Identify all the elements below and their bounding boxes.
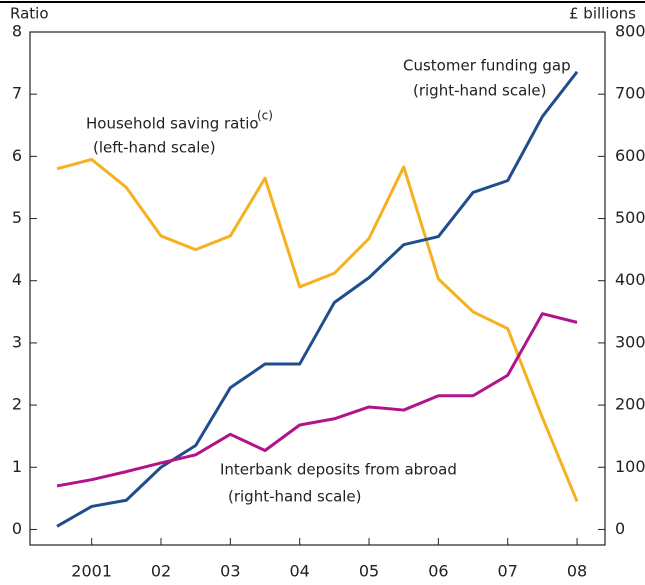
y-tick-label: 3 [12, 332, 22, 351]
x-tick-label: 05 [359, 562, 379, 581]
x-tick-label: 08 [567, 562, 587, 581]
y2-tick-label: 200 [615, 395, 645, 414]
y-tick-label: 0 [12, 519, 22, 538]
series-label: Household saving ratio [86, 115, 259, 133]
y-tick-label: 5 [12, 208, 22, 227]
annotation: (c) [257, 109, 273, 123]
annotation: (right-hand scale) [413, 82, 547, 100]
y-axis-label: Ratio [10, 5, 49, 23]
y2-tick-label: 300 [615, 332, 645, 351]
y2-tick-label: 700 [615, 84, 645, 103]
annotation: (right-hand scale) [228, 488, 362, 506]
series-label: Customer funding gap [403, 57, 571, 75]
y2-tick-label: 600 [615, 146, 645, 165]
series-line [56, 70, 579, 528]
y-tick-label: 7 [12, 84, 22, 103]
y2-axis-label: £ billions [569, 5, 636, 23]
plot-frame [29, 31, 606, 546]
y-tick-label: 2 [12, 395, 22, 414]
y2-tick-label: 800 [615, 22, 645, 41]
annotation: (left-hand scale) [93, 139, 216, 157]
x-tick-label: 2001 [71, 562, 112, 581]
y2-tick-label: 500 [615, 208, 645, 227]
y-tick-label: 1 [12, 457, 22, 476]
series-line [56, 157, 579, 503]
series-label: Interbank deposits from abroad [220, 461, 457, 479]
x-tick-label: 07 [498, 562, 518, 581]
x-tick-label: 06 [428, 562, 448, 581]
y-tick-label: 4 [12, 270, 22, 289]
y-tick-label: 8 [12, 22, 22, 41]
x-tick-label: 02 [151, 562, 171, 581]
y2-tick-label: 0 [615, 519, 625, 538]
x-tick-label: 04 [290, 562, 310, 581]
y2-tick-label: 400 [615, 270, 645, 289]
series-line [56, 312, 578, 488]
y2-tick-label: 100 [615, 457, 645, 476]
x-tick-label: 03 [220, 562, 240, 581]
y-tick-label: 6 [12, 146, 22, 165]
